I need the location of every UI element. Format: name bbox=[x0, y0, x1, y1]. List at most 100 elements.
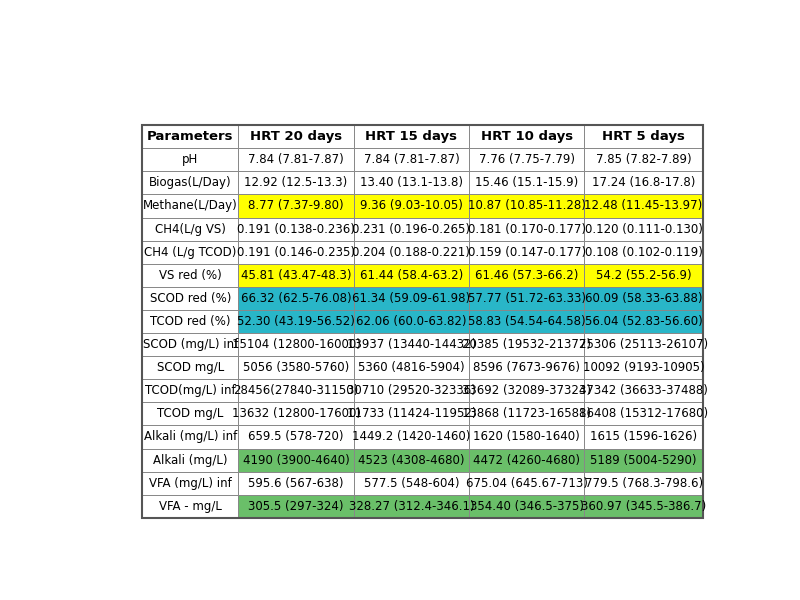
Bar bbox=[585, 310, 702, 333]
Text: 20385 (19532-21377): 20385 (19532-21377) bbox=[462, 338, 591, 351]
Bar bbox=[469, 310, 585, 333]
Bar bbox=[142, 333, 238, 356]
Bar bbox=[238, 403, 354, 425]
Bar bbox=[238, 287, 354, 310]
Bar bbox=[238, 172, 354, 194]
Bar bbox=[354, 356, 469, 379]
Text: 0.159 (0.147-0.177): 0.159 (0.147-0.177) bbox=[468, 245, 586, 259]
Text: 360.97 (345.5-386.7): 360.97 (345.5-386.7) bbox=[581, 500, 706, 513]
Bar bbox=[142, 403, 238, 425]
Bar bbox=[142, 241, 238, 264]
Bar bbox=[354, 148, 469, 172]
Text: HRT 20 days: HRT 20 days bbox=[250, 130, 342, 143]
Text: 4472 (4260-4680): 4472 (4260-4680) bbox=[474, 454, 580, 467]
Text: VFA (mg/L) inf: VFA (mg/L) inf bbox=[149, 476, 232, 490]
Bar bbox=[354, 241, 469, 264]
Bar bbox=[238, 148, 354, 172]
Text: 54.2 (55.2-56.9): 54.2 (55.2-56.9) bbox=[596, 269, 691, 282]
Bar bbox=[142, 148, 238, 172]
Text: 354.40 (346.5-375): 354.40 (346.5-375) bbox=[470, 500, 584, 513]
Text: 659.5 (578-720): 659.5 (578-720) bbox=[248, 430, 344, 443]
Text: 13632 (12800-17600): 13632 (12800-17600) bbox=[231, 407, 361, 421]
Bar bbox=[585, 333, 702, 356]
Bar bbox=[354, 172, 469, 194]
Bar bbox=[354, 449, 469, 472]
Text: 8.77 (7.37-9.80): 8.77 (7.37-9.80) bbox=[248, 199, 344, 212]
Bar bbox=[469, 148, 585, 172]
Text: 13.40 (13.1-13.8): 13.40 (13.1-13.8) bbox=[360, 176, 463, 190]
Bar bbox=[238, 449, 354, 472]
Bar bbox=[142, 495, 238, 518]
Text: Parameters: Parameters bbox=[147, 130, 234, 143]
Bar bbox=[238, 379, 354, 403]
Bar bbox=[585, 379, 702, 403]
Bar bbox=[238, 472, 354, 495]
Text: SCOD red (%): SCOD red (%) bbox=[150, 292, 231, 305]
Bar bbox=[354, 264, 469, 287]
Text: 12.48 (11.45-13.97): 12.48 (11.45-13.97) bbox=[585, 199, 702, 212]
Bar bbox=[354, 333, 469, 356]
Bar bbox=[238, 125, 354, 148]
Bar bbox=[469, 379, 585, 403]
Bar bbox=[142, 310, 238, 333]
Bar bbox=[238, 241, 354, 264]
Bar bbox=[585, 148, 702, 172]
Bar bbox=[585, 241, 702, 264]
Bar bbox=[238, 194, 354, 218]
Bar bbox=[354, 495, 469, 518]
Bar bbox=[238, 495, 354, 518]
Text: 61.46 (57.3-66.2): 61.46 (57.3-66.2) bbox=[475, 269, 578, 282]
Text: CH4(L/g VS): CH4(L/g VS) bbox=[155, 223, 226, 236]
Bar bbox=[142, 287, 238, 310]
Text: 5056 (3580-5760): 5056 (3580-5760) bbox=[243, 361, 349, 374]
Text: 10092 (9193-10905): 10092 (9193-10905) bbox=[582, 361, 704, 374]
Text: 9.36 (9.03-10.05): 9.36 (9.03-10.05) bbox=[360, 199, 463, 212]
Text: 305.5 (297-324): 305.5 (297-324) bbox=[248, 500, 344, 513]
Bar bbox=[142, 379, 238, 403]
Text: 30710 (29520-32336): 30710 (29520-32336) bbox=[347, 384, 476, 397]
Bar bbox=[585, 495, 702, 518]
Text: 12.92 (12.5-13.3): 12.92 (12.5-13.3) bbox=[244, 176, 348, 190]
Text: 61.34 (59.09-61.98): 61.34 (59.09-61.98) bbox=[352, 292, 470, 305]
Text: Biogas(L/Day): Biogas(L/Day) bbox=[149, 176, 231, 190]
Text: 779.5 (768.3-798.6): 779.5 (768.3-798.6) bbox=[585, 476, 702, 490]
Text: 62.06 (60.0-63.82): 62.06 (60.0-63.82) bbox=[356, 315, 466, 328]
Text: 7.84 (7.81-7.87): 7.84 (7.81-7.87) bbox=[248, 153, 344, 166]
Bar bbox=[238, 218, 354, 241]
Bar bbox=[585, 403, 702, 425]
Text: 0.120 (0.111-0.130): 0.120 (0.111-0.130) bbox=[585, 223, 702, 236]
Bar bbox=[354, 472, 469, 495]
Text: 5360 (4816-5904): 5360 (4816-5904) bbox=[358, 361, 465, 374]
Bar bbox=[238, 333, 354, 356]
Text: CH4 (L/g TCOD): CH4 (L/g TCOD) bbox=[144, 245, 237, 259]
Text: 0.191 (0.138-0.236): 0.191 (0.138-0.236) bbox=[237, 223, 355, 236]
Bar bbox=[469, 241, 585, 264]
Text: 4190 (3900-4640): 4190 (3900-4640) bbox=[242, 454, 350, 467]
Text: 10.87 (10.85-11.28): 10.87 (10.85-11.28) bbox=[468, 199, 586, 212]
Text: 7.85 (7.82-7.89): 7.85 (7.82-7.89) bbox=[596, 153, 691, 166]
Bar bbox=[238, 356, 354, 379]
Text: 0.191 (0.146-0.235): 0.191 (0.146-0.235) bbox=[237, 245, 355, 259]
Bar bbox=[142, 449, 238, 472]
Text: VFA - mg/L: VFA - mg/L bbox=[159, 500, 222, 513]
Bar bbox=[142, 125, 702, 518]
Bar bbox=[585, 449, 702, 472]
Bar bbox=[354, 379, 469, 403]
Bar bbox=[469, 287, 585, 310]
Text: 13868 (11723-16588): 13868 (11723-16588) bbox=[462, 407, 591, 421]
Bar bbox=[354, 194, 469, 218]
Text: 0.204 (0.188-0.221): 0.204 (0.188-0.221) bbox=[353, 245, 470, 259]
Text: 33692 (32089-37324): 33692 (32089-37324) bbox=[462, 384, 591, 397]
Text: 16408 (15312-17680): 16408 (15312-17680) bbox=[579, 407, 708, 421]
Text: 66.32 (62.5-76.08): 66.32 (62.5-76.08) bbox=[241, 292, 351, 305]
Bar bbox=[585, 425, 702, 449]
Text: 52.30 (43.19-56.52): 52.30 (43.19-56.52) bbox=[237, 315, 355, 328]
Bar bbox=[469, 333, 585, 356]
Bar bbox=[469, 356, 585, 379]
Bar bbox=[142, 194, 238, 218]
Text: 15.46 (15.1-15.9): 15.46 (15.1-15.9) bbox=[475, 176, 578, 190]
Bar bbox=[354, 287, 469, 310]
Bar bbox=[354, 218, 469, 241]
Bar bbox=[142, 172, 238, 194]
Text: 577.5 (548-604): 577.5 (548-604) bbox=[364, 476, 459, 490]
